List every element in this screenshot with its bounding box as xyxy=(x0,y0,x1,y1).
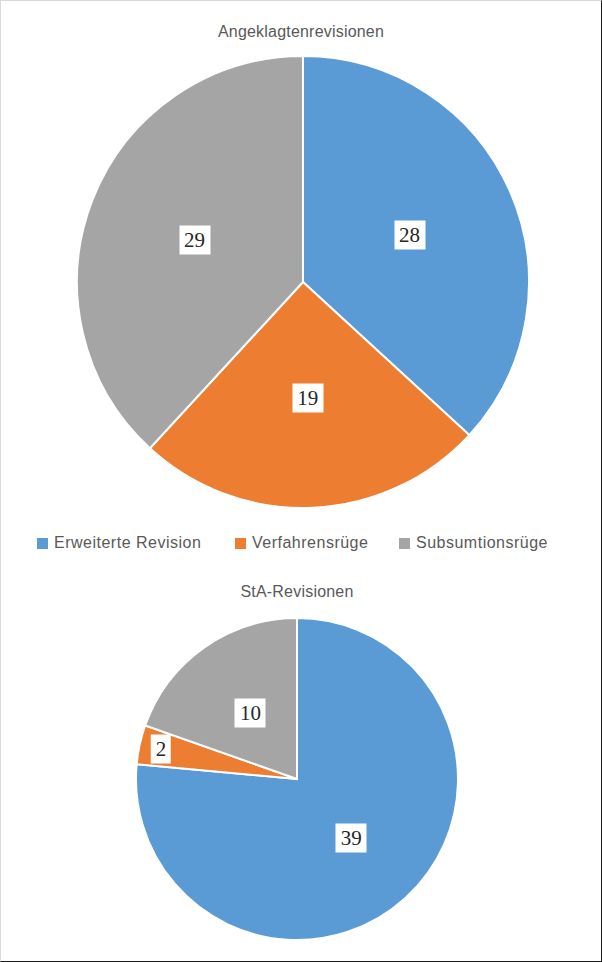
chart-title-sta-revisionen: StA-Revisionen xyxy=(0,582,597,601)
pie-sta-revisionen xyxy=(136,618,458,940)
legend-item-erweiterte-revision: Erweiterte Revision xyxy=(37,534,201,552)
data-label: 2 xyxy=(151,735,172,764)
legend-label: Verfahrensrüge xyxy=(252,534,368,552)
legend-swatch-blue xyxy=(37,538,48,549)
legend-label: Erweiterte Revision xyxy=(54,534,201,552)
page: Angeklagtenrevisionen StA-Revisionen Erw… xyxy=(0,0,602,962)
chart-title-angeklagtenrevisionen: Angeklagtenrevisionen xyxy=(1,22,601,41)
data-label: 39 xyxy=(336,824,367,853)
pie-angeklagtenrevisionen xyxy=(77,56,529,508)
data-label: 10 xyxy=(235,699,266,728)
legend-label: Subsumtionsrüge xyxy=(416,534,548,552)
data-label: 29 xyxy=(179,225,210,254)
legend-item-subsumtionsruege: Subsumtionsrüge xyxy=(399,534,548,552)
data-label: 28 xyxy=(394,221,425,250)
legend-swatch-orange xyxy=(235,538,246,549)
legend-item-verfahrensruege: Verfahrensrüge xyxy=(235,534,368,552)
legend-swatch-gray xyxy=(399,538,410,549)
pie-charts-canvas xyxy=(1,1,602,962)
data-label: 19 xyxy=(292,384,323,413)
